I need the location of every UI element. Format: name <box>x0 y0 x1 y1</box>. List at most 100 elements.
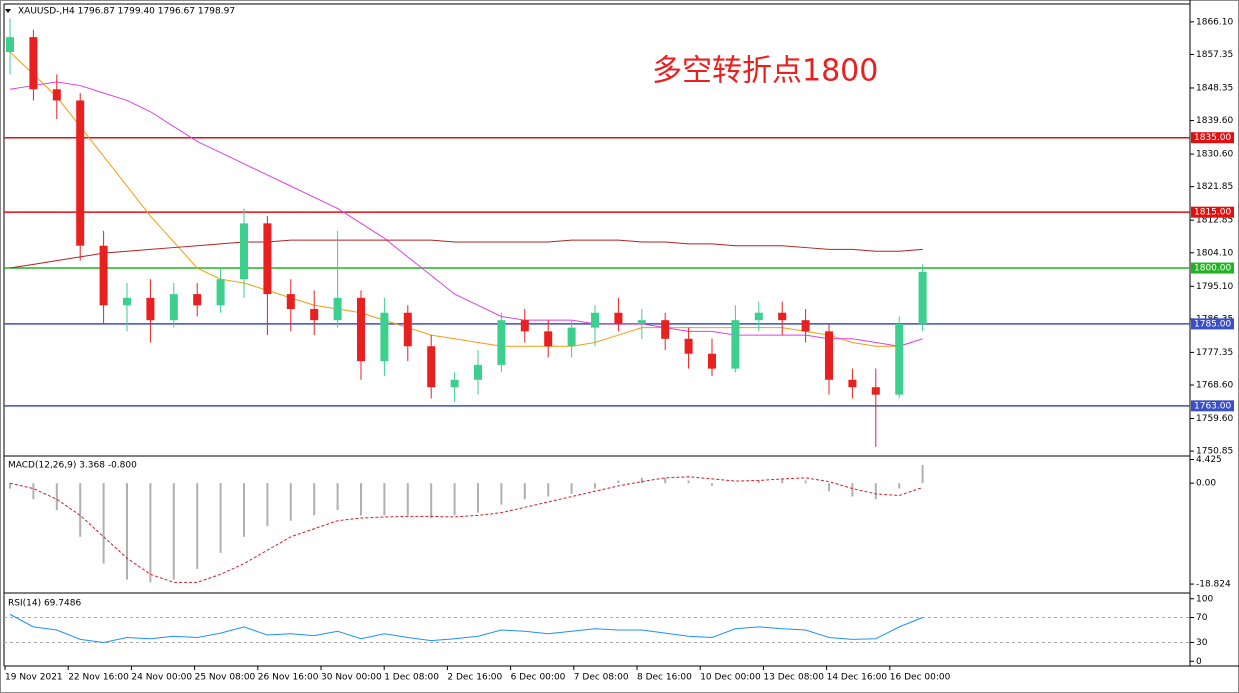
macd-bar <box>781 478 784 484</box>
candle-body <box>591 312 599 328</box>
candle-body <box>661 320 670 339</box>
candle-body <box>52 89 61 101</box>
macd-bar <box>102 483 105 564</box>
macd-bar <box>640 477 643 484</box>
candle-body <box>918 271 927 324</box>
macd-bar <box>430 483 433 519</box>
candle-body <box>357 297 365 362</box>
macd-label: MACD(12,26,9) 3.368 -0.800 <box>8 461 137 471</box>
x-tick-label: 7 Dec 08:00 <box>574 673 629 683</box>
candle-body <box>427 346 436 388</box>
candle-body <box>450 379 459 388</box>
y-tick-label: 0 <box>1196 657 1202 667</box>
macd-bar <box>851 483 854 497</box>
x-tick-label: 19 Nov 2021 <box>5 673 63 683</box>
candle-body <box>871 387 880 395</box>
macd-bar <box>734 483 737 484</box>
x-tick-label: 22 Nov 16:00 <box>68 673 129 683</box>
annotation: 多空转折点1800 <box>652 54 878 89</box>
moving-average <box>9 51 923 347</box>
macd-bar <box>360 483 362 516</box>
moving-average <box>9 81 923 347</box>
candle-body <box>848 379 857 388</box>
candle-body <box>146 297 155 321</box>
candle-body <box>614 312 623 324</box>
y-tick-label: 1830.60 <box>1196 150 1233 160</box>
macd-bar <box>9 483 11 489</box>
candle-body <box>123 297 131 306</box>
macd-bar <box>921 464 924 484</box>
x-tick-label: 13 Dec 08:00 <box>763 673 824 683</box>
macd-bar <box>687 480 690 484</box>
macd-bar <box>547 483 550 497</box>
y-tick-label: 100 <box>1196 594 1213 604</box>
y-tick-label: 1839.60 <box>1196 116 1233 126</box>
candle-body <box>380 312 389 362</box>
y-tick-label: 1750.85 <box>1196 447 1233 457</box>
y-tick-label: 1821.85 <box>1196 182 1233 192</box>
macd-bar <box>406 483 409 516</box>
candle-body <box>76 100 85 246</box>
y-tick-label: 1812.85 <box>1196 216 1233 226</box>
candle-body <box>637 320 646 324</box>
candle-body <box>474 364 482 380</box>
candle-body <box>240 223 248 280</box>
macd-bar <box>804 480 807 484</box>
x-tick-label: 10 Dec 00:00 <box>700 673 761 683</box>
level-label: 1835.00 <box>1194 133 1231 143</box>
x-tick-label: 14 Dec 16:00 <box>827 673 888 683</box>
menu-arrow[interactable] <box>5 9 11 13</box>
level-tag <box>1191 318 1234 330</box>
candle-body <box>825 331 833 380</box>
y-tick-label: 1768.60 <box>1196 380 1233 390</box>
macd-bar <box>126 483 128 580</box>
x-tick-label: 26 Nov 16:00 <box>258 673 319 683</box>
y-tick-label: 1857.35 <box>1196 50 1233 60</box>
x-tick-label: 16 Dec 00:00 <box>890 673 951 683</box>
candle-body <box>731 320 740 369</box>
candle-body <box>169 294 178 321</box>
macd-bar <box>523 483 526 500</box>
candle-body <box>801 320 810 332</box>
x-tick-label: 6 Dec 00:00 <box>511 673 566 683</box>
x-tick-label: 30 Nov 00:00 <box>321 673 382 683</box>
macd-bar <box>336 483 339 510</box>
y-tick-label: 1777.35 <box>1196 348 1233 358</box>
candle-body <box>29 37 38 90</box>
candle-body <box>6 37 14 53</box>
y-tick-label: 70 <box>1196 613 1208 623</box>
level-label: 1800.00 <box>1194 264 1231 274</box>
y-tick-label: 1795.10 <box>1196 282 1233 292</box>
level-label: 1763.00 <box>1194 401 1231 411</box>
macd-bar <box>570 483 573 494</box>
candle-body <box>895 323 904 395</box>
x-tick-label: 8 Dec 16:00 <box>637 673 692 683</box>
macd-bar <box>664 477 667 484</box>
macd-bar <box>219 483 222 553</box>
x-tick-label: 24 Nov 00:00 <box>131 673 192 683</box>
y-tick-label: 30 <box>1196 638 1208 648</box>
candle-body <box>544 331 553 347</box>
y-tick-label: 1804.10 <box>1196 248 1233 258</box>
candle-body <box>333 297 342 321</box>
level-tag <box>1191 132 1234 144</box>
candle-body <box>520 320 529 332</box>
level-tag <box>1191 400 1234 412</box>
candle-body <box>778 312 787 321</box>
candle-body <box>684 338 693 354</box>
x-tick-label: 2 Dec 16:00 <box>447 673 502 683</box>
macd-bar <box>383 483 386 516</box>
y-tick-label: -18.824 <box>1196 580 1231 590</box>
macd-bar <box>243 483 245 537</box>
macd-bar <box>79 483 82 537</box>
candle-body <box>497 320 506 365</box>
y-tick-label: 1759.60 <box>1196 414 1233 424</box>
symbol-header: XAUUSD-,H4 1796.87 1799.40 1796.67 1798.… <box>18 7 235 17</box>
candle-body <box>263 223 272 295</box>
y-tick-label: 1848.35 <box>1196 83 1233 93</box>
macd-bar <box>828 483 830 492</box>
x-tick-label: 1 Dec 08:00 <box>384 673 439 683</box>
y-tick-label: 4.425 <box>1196 455 1222 465</box>
